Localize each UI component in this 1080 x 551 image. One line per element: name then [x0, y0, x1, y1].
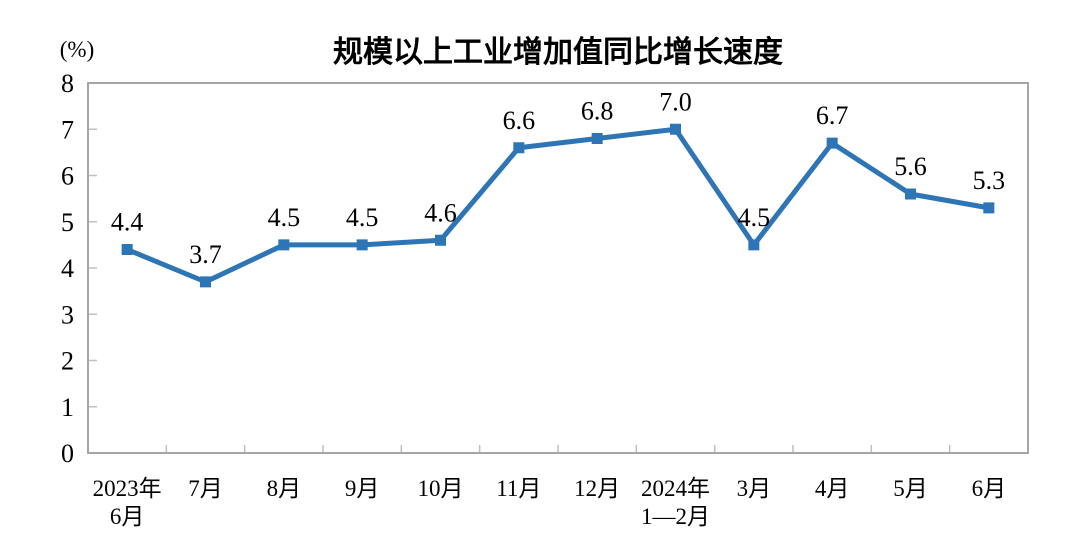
y-axis-tick-label: 6: [61, 162, 74, 191]
data-point-marker: [435, 234, 446, 246]
x-axis-label: 3月: [737, 476, 772, 501]
data-point-marker: [278, 239, 290, 251]
data-point-label: 4.5: [738, 203, 771, 232]
plot-border: [87, 82, 1029, 454]
x-axis-label: 4月: [815, 476, 850, 501]
x-axis-label: 2023年 6月: [93, 476, 162, 529]
data-point-marker: [826, 137, 838, 149]
data-point-label: 3.7: [189, 240, 222, 269]
data-point-marker: [905, 188, 916, 200]
x-axis-label: 12月: [574, 476, 620, 501]
data-point-label: 4.6: [424, 198, 457, 227]
x-axis-label: 6月: [972, 476, 1007, 501]
y-axis-tick-label: 7: [61, 115, 74, 144]
x-axis-label: 10月: [418, 476, 464, 501]
y-axis-tick-label: 0: [61, 439, 74, 468]
chart-title: 规模以上工业增加值同比增长速度: [333, 36, 783, 69]
data-point-label: 4.5: [268, 203, 301, 232]
data-point-marker: [748, 239, 760, 251]
data-point-label: 5.6: [894, 152, 927, 181]
y-axis-tick-label: 2: [61, 347, 74, 376]
data-point-label: 4.5: [346, 203, 379, 232]
data-point-marker: [983, 202, 995, 214]
data-point-label: 6.6: [503, 106, 536, 135]
data-line: [124, 126, 992, 285]
y-axis-tick-label: 3: [61, 300, 74, 329]
x-axis-label: 9月: [345, 476, 380, 501]
x-axis-label: 11月: [496, 476, 541, 501]
y-axis-tick-label: 4: [61, 254, 74, 283]
data-point-marker: [121, 244, 133, 255]
data-point-marker: [670, 123, 681, 135]
data-point-marker: [591, 133, 603, 144]
y-axis-unit-label: (%): [60, 37, 94, 62]
x-axis-label: 7月: [188, 476, 223, 501]
x-axis-label: 8月: [267, 476, 302, 501]
data-point-label: 5.3: [973, 166, 1006, 195]
x-axis-label: 2024年 1—2月: [641, 476, 710, 529]
y-axis-tick-label: 8: [61, 69, 74, 98]
data-point-label: 6.7: [816, 101, 849, 130]
data-point-label: 4.4: [111, 208, 144, 237]
y-axis-tick-label: 1: [61, 393, 74, 422]
data-point-marker: [513, 142, 525, 154]
data-point-label: 7.0: [659, 87, 692, 116]
x-axis-label: 5月: [893, 476, 928, 501]
data-point-marker: [200, 276, 211, 288]
y-axis-tick-label: 5: [61, 208, 74, 237]
plot-area: 0 1 2 3 4 5 6 7 8 2023年 6月 7月 8月 9月 10月 11月 12月 2024年 1—2月…: [61, 69, 1029, 529]
data-point-label: 6.8: [581, 97, 614, 126]
data-point-marker: [356, 239, 368, 251]
